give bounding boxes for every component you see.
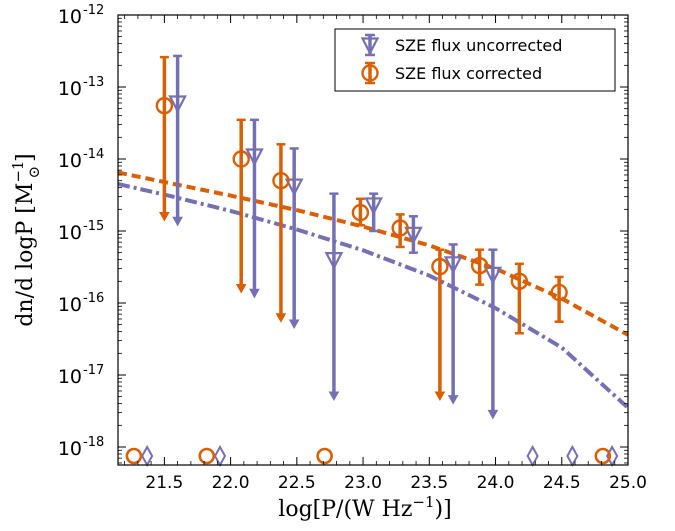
y-tick-label: 10	[58, 78, 82, 100]
point-uncorrected-6	[443, 243, 463, 405]
marker-uncorrected	[364, 197, 383, 216]
marker-uncorrected	[483, 266, 503, 285]
lower-limit-arrow-corrected	[235, 283, 247, 294]
model-curves	[118, 170, 628, 410]
limit-marker-corrected-2	[316, 447, 333, 465]
lower-limit-arrow-corrected	[434, 391, 446, 401]
lower-limit-arrow-uncorrected	[249, 288, 260, 299]
point-corrected-2	[272, 143, 290, 323]
legend-marker-uncorrected	[360, 37, 380, 56]
point-corrected-5	[431, 248, 449, 401]
point-uncorrected-1	[245, 118, 264, 299]
legend-box	[334, 28, 616, 92]
limit-marker-corrected-1	[198, 447, 216, 465]
legend-label-uncorrected: SZE flux uncorrected	[395, 36, 562, 55]
lower-limit-arrow-uncorrected	[172, 216, 183, 227]
point-corrected-8	[550, 275, 568, 323]
x-axis-label: log[P/(W Hz−1)]	[278, 493, 451, 522]
point-corrected-7	[510, 262, 529, 335]
y-tick-label-exponent: -13	[83, 75, 104, 90]
x-tick-label: 23.0	[344, 473, 382, 493]
y-tick-label: 10	[58, 222, 82, 244]
y-tick-label: 10	[58, 438, 82, 460]
x-tick-label: 25.0	[609, 473, 647, 493]
marker-uncorrected	[324, 252, 344, 271]
limit-marker-uncorrected-1	[213, 444, 227, 468]
x-tick-label: 22.5	[278, 473, 316, 493]
axes: 21.5 22.0 22.5 23.0 23.5 24.0 24.5 25.010 -1210-…	[58, 3, 647, 493]
x-tick-label: 24.5	[543, 473, 581, 493]
marker-uncorrected	[284, 178, 304, 197]
marker-corrected	[272, 171, 290, 190]
y-tick-label: 10	[58, 150, 82, 172]
legend-entry-uncorrected: SZE flux uncorrected	[360, 33, 562, 57]
point-uncorrected-7	[483, 248, 503, 420]
limit-marker-uncorrected-3	[566, 444, 579, 468]
y-tick-label-exponent: -15	[83, 219, 104, 234]
lower-limit-arrow-corrected	[159, 211, 170, 222]
y-tick-label-exponent: -16	[83, 291, 104, 306]
lower-limit-arrow-corrected	[275, 313, 287, 323]
lower-limit-arrow-uncorrected	[328, 391, 340, 401]
marker-uncorrected	[443, 256, 463, 275]
point-uncorrected-4	[364, 192, 383, 233]
upper-limit-markers	[125, 444, 619, 468]
marker-uncorrected	[168, 95, 187, 114]
x-tick-label: 24.0	[477, 473, 515, 493]
limit-marker-corrected-0	[125, 447, 143, 465]
y-tick-label: 10	[58, 294, 82, 316]
model-curve-corrected	[118, 170, 628, 337]
lower-limit-arrow-uncorrected	[447, 395, 459, 405]
point-corrected-0	[155, 55, 174, 222]
point-uncorrected-0	[168, 54, 187, 227]
marker-uncorrected	[404, 226, 423, 245]
y-tick-label: 10	[58, 366, 82, 388]
point-uncorrected-3	[324, 192, 344, 401]
marker-corrected	[232, 150, 250, 168]
data-series	[155, 54, 568, 420]
limit-marker-uncorrected-0	[140, 444, 154, 468]
limit-marker-corrected-3	[594, 447, 612, 465]
marker-corrected	[155, 96, 174, 115]
legend: SZE flux uncorrected SZE flux corrected	[334, 28, 616, 92]
y-tick-label: 10	[58, 6, 82, 28]
marker-corrected	[510, 272, 529, 291]
point-corrected-6	[470, 248, 489, 286]
y-axis-label: dn/d logP [M−1⊙]	[9, 153, 43, 326]
model-curve-uncorrected	[118, 182, 628, 410]
point-uncorrected-2	[284, 147, 304, 329]
y-tick-label-exponent: -14	[83, 147, 104, 162]
marker-corrected	[550, 283, 568, 302]
plot-frame	[117, 14, 629, 466]
point-corrected-4	[391, 213, 409, 249]
legend-entry-corrected: SZE flux corrected	[361, 61, 542, 85]
x-tick-label: 22.0	[212, 473, 250, 493]
y-tick-label-exponent: -18	[83, 435, 104, 450]
marker-corrected	[391, 219, 409, 237]
point-corrected-1	[232, 118, 250, 294]
y-tick-label-exponent: -12	[83, 3, 104, 18]
marker-uncorrected	[245, 148, 264, 167]
limit-marker-uncorrected-2	[526, 444, 539, 468]
axis-labels: log[P/(W Hz−1)] dn/d logP [M−1⊙]	[9, 153, 452, 522]
marker-corrected	[351, 203, 370, 222]
marker-corrected	[431, 257, 449, 276]
x-tick-label: 21.5	[145, 473, 183, 493]
legend-marker-corrected	[361, 64, 379, 82]
point-corrected-3	[351, 197, 370, 227]
legend-label-corrected: SZE flux corrected	[395, 64, 542, 83]
y-tick-label-exponent: -17	[83, 363, 104, 378]
point-uncorrected-5	[404, 215, 423, 254]
marker-corrected	[470, 256, 489, 275]
x-tick-label: 23.5	[410, 473, 448, 493]
lower-limit-arrow-uncorrected	[288, 319, 300, 329]
lower-limit-arrow-uncorrected	[487, 409, 499, 420]
